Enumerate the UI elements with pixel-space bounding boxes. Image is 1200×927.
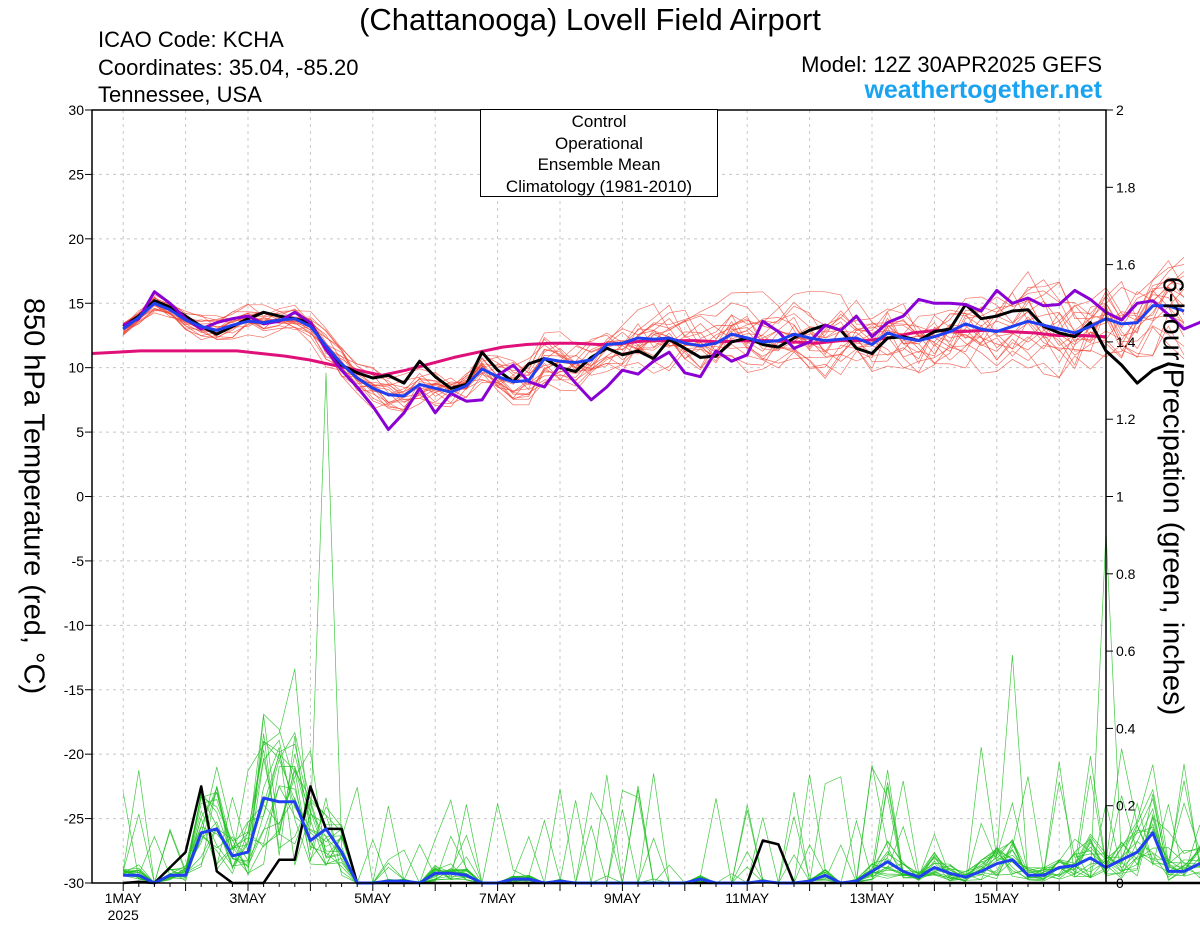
x-tick-label: 11MAY: [725, 890, 769, 906]
temperature-member-line: [123, 286, 1185, 408]
legend: Control Operational Ensemble Mean Climat…: [480, 109, 718, 197]
y-tick-label-left: -20: [64, 746, 84, 762]
legend-operational: Operational: [555, 133, 643, 153]
y-tick-label-right: 1.8: [1116, 179, 1136, 195]
y-tick-label-left: -30: [64, 875, 84, 891]
precip-member-line: [122, 758, 1200, 884]
precip-member-line: [123, 713, 1200, 884]
y-axis-label-left: 850 hPa Temperature (red, °C): [17, 297, 50, 695]
y-tick-label-right: 0.6: [1116, 643, 1136, 659]
ensemble-member-precip-lines: [122, 372, 1200, 885]
temperature-member-line: [123, 280, 1185, 410]
operational-temp-line: [122, 288, 1200, 431]
y-tick-label-right: 1.2: [1116, 411, 1136, 427]
y-tick-label-right: 0.4: [1116, 720, 1136, 736]
legend-control: Control: [571, 112, 627, 131]
temperature-member-line: [122, 290, 1185, 408]
y-tick-label-right: 0.8: [1116, 566, 1136, 582]
temperature-member-line: [122, 257, 1185, 399]
y-tick-label-left: 20: [68, 231, 84, 247]
region: Tennessee, USA: [98, 82, 262, 107]
x-tick-label: 3MAY: [229, 890, 267, 906]
temperature-member-line: [122, 304, 1185, 397]
y-tick-label-right: 0: [1116, 875, 1124, 891]
icao-code: ICAO Code: KCHA: [98, 27, 284, 52]
ensemble-mean-precip-line: [123, 796, 1200, 885]
x-tick-label: 13MAY: [850, 890, 896, 906]
precip-member-line: [123, 766, 1200, 884]
x-tick-sublabel: 2025: [108, 907, 139, 923]
x-tick-label: 5MAY: [354, 890, 392, 906]
y-tick-label-left: -25: [64, 811, 84, 827]
x-tick-label: 1MAY: [105, 890, 143, 906]
precip-member-line: [123, 765, 1200, 884]
y-tick-label-left: 15: [68, 295, 84, 311]
chart-title: (Chattanooga) Lovell Field Airport: [359, 2, 821, 37]
y-tick-label-left: 5: [76, 424, 84, 440]
x-tick-label: 9MAY: [604, 890, 642, 906]
y-tick-label-left: 0: [76, 489, 84, 505]
x-tick-label: 7MAY: [479, 890, 517, 906]
y-tick-label-left: 25: [68, 166, 84, 182]
y-tick-label-right: 1.4: [1116, 334, 1136, 350]
temperature-member-line: [122, 276, 1185, 395]
model-run: Model: 12Z 30APR2025 GEFS: [801, 52, 1102, 77]
axes: -30-25-20-15-10-505101520253000.20.40.60…: [64, 102, 1136, 923]
temperature-member-line: [122, 270, 1185, 404]
legend-ensemble-mean: Ensemble Mean: [537, 155, 661, 174]
y-tick-label-right: 1.6: [1116, 257, 1136, 273]
y-tick-label-left: -15: [64, 682, 84, 698]
y-tick-label-left: -5: [72, 553, 85, 569]
y-tick-label-left: 10: [68, 360, 84, 376]
legend-climatology: Climatology (1981-2010): [505, 176, 693, 196]
x-tick-label: 15MAY: [974, 890, 1020, 906]
y-tick-label-right: 1: [1116, 489, 1124, 505]
ensemble-member-temperature-lines: [122, 257, 1185, 412]
y-tick-label-right: 0.2: [1116, 798, 1136, 814]
precip-member-line: [123, 751, 1200, 884]
y-axis-label-right: 6-hour Precipation (green, inches): [1156, 276, 1189, 716]
y-tick-label-left: -10: [64, 617, 84, 633]
precip-member-line: [123, 749, 1200, 884]
precip-member-line: [123, 668, 1200, 884]
ensemble-mean-temp-line: [122, 301, 1185, 398]
grid: [92, 110, 1106, 883]
y-tick-label-left: 30: [68, 102, 84, 118]
brand-link[interactable]: weathertogether.net: [864, 76, 1102, 104]
y-tick-label-right: 2: [1116, 102, 1124, 118]
coordinates: Coordinates: 35.04, -85.20: [98, 55, 359, 80]
temperature-member-line: [122, 281, 1185, 410]
